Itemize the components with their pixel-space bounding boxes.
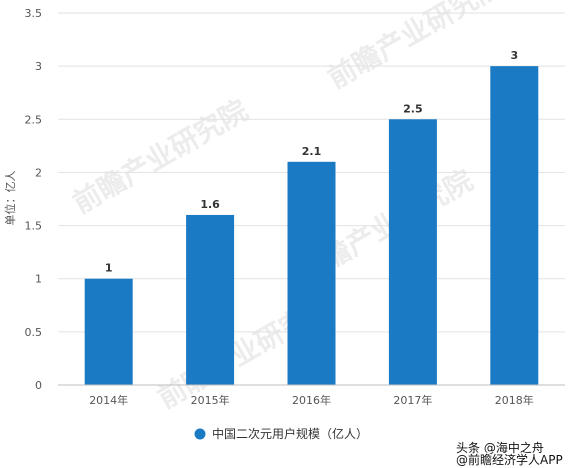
background-watermark-text: 前瞻产业研究院 (322, 0, 508, 95)
x-tick-label: 2017年 (393, 393, 432, 407)
legend-marker (194, 428, 206, 440)
bar (490, 66, 539, 386)
legend-label: 中国二次元用户规模（亿人） (212, 426, 368, 441)
y-tick-label: 2 (35, 166, 42, 179)
y-tick-label: 1.5 (25, 220, 43, 233)
watermark-source: 头条 @海中之舟 (456, 440, 544, 455)
data-label: 2.5 (403, 102, 423, 115)
data-label: 1 (105, 262, 113, 275)
y-axis-ticks: 0 0.5 1 1.5 2 2.5 3 3.5 (25, 7, 43, 392)
x-tick-label: 2015年 (191, 393, 230, 407)
data-label: 1.6 (200, 198, 220, 211)
y-axis-label: 单位：亿人 (3, 171, 17, 226)
y-tick-label: 1 (35, 273, 42, 286)
y-tick-label: 0 (35, 379, 42, 392)
y-tick-label: 3 (35, 60, 42, 73)
bar (84, 278, 133, 385)
bars-group (84, 66, 539, 386)
data-label: 3 (510, 49, 518, 62)
x-tick-label: 2014年 (89, 393, 128, 407)
bar (287, 161, 336, 385)
data-labels-group: 1 1.6 2.1 2.5 3 (105, 49, 518, 275)
y-tick-label: 0.5 (25, 326, 43, 339)
bar (186, 214, 235, 385)
bar (388, 119, 437, 386)
watermark-app: @前瞻经济学人APP (456, 452, 563, 467)
legend: 中国二次元用户规模（亿人） (194, 426, 368, 441)
background-watermark-text: 前瞻产业研究院 (67, 93, 253, 220)
x-tick-label: 2018年 (495, 393, 534, 407)
x-axis-ticks: 2014年 2015年 2016年 2017年 2018年 (89, 393, 534, 407)
y-tick-label: 3.5 (25, 7, 43, 20)
x-tick-label: 2016年 (292, 393, 331, 407)
y-tick-label: 2.5 (25, 113, 43, 126)
data-label: 2.1 (302, 145, 322, 158)
